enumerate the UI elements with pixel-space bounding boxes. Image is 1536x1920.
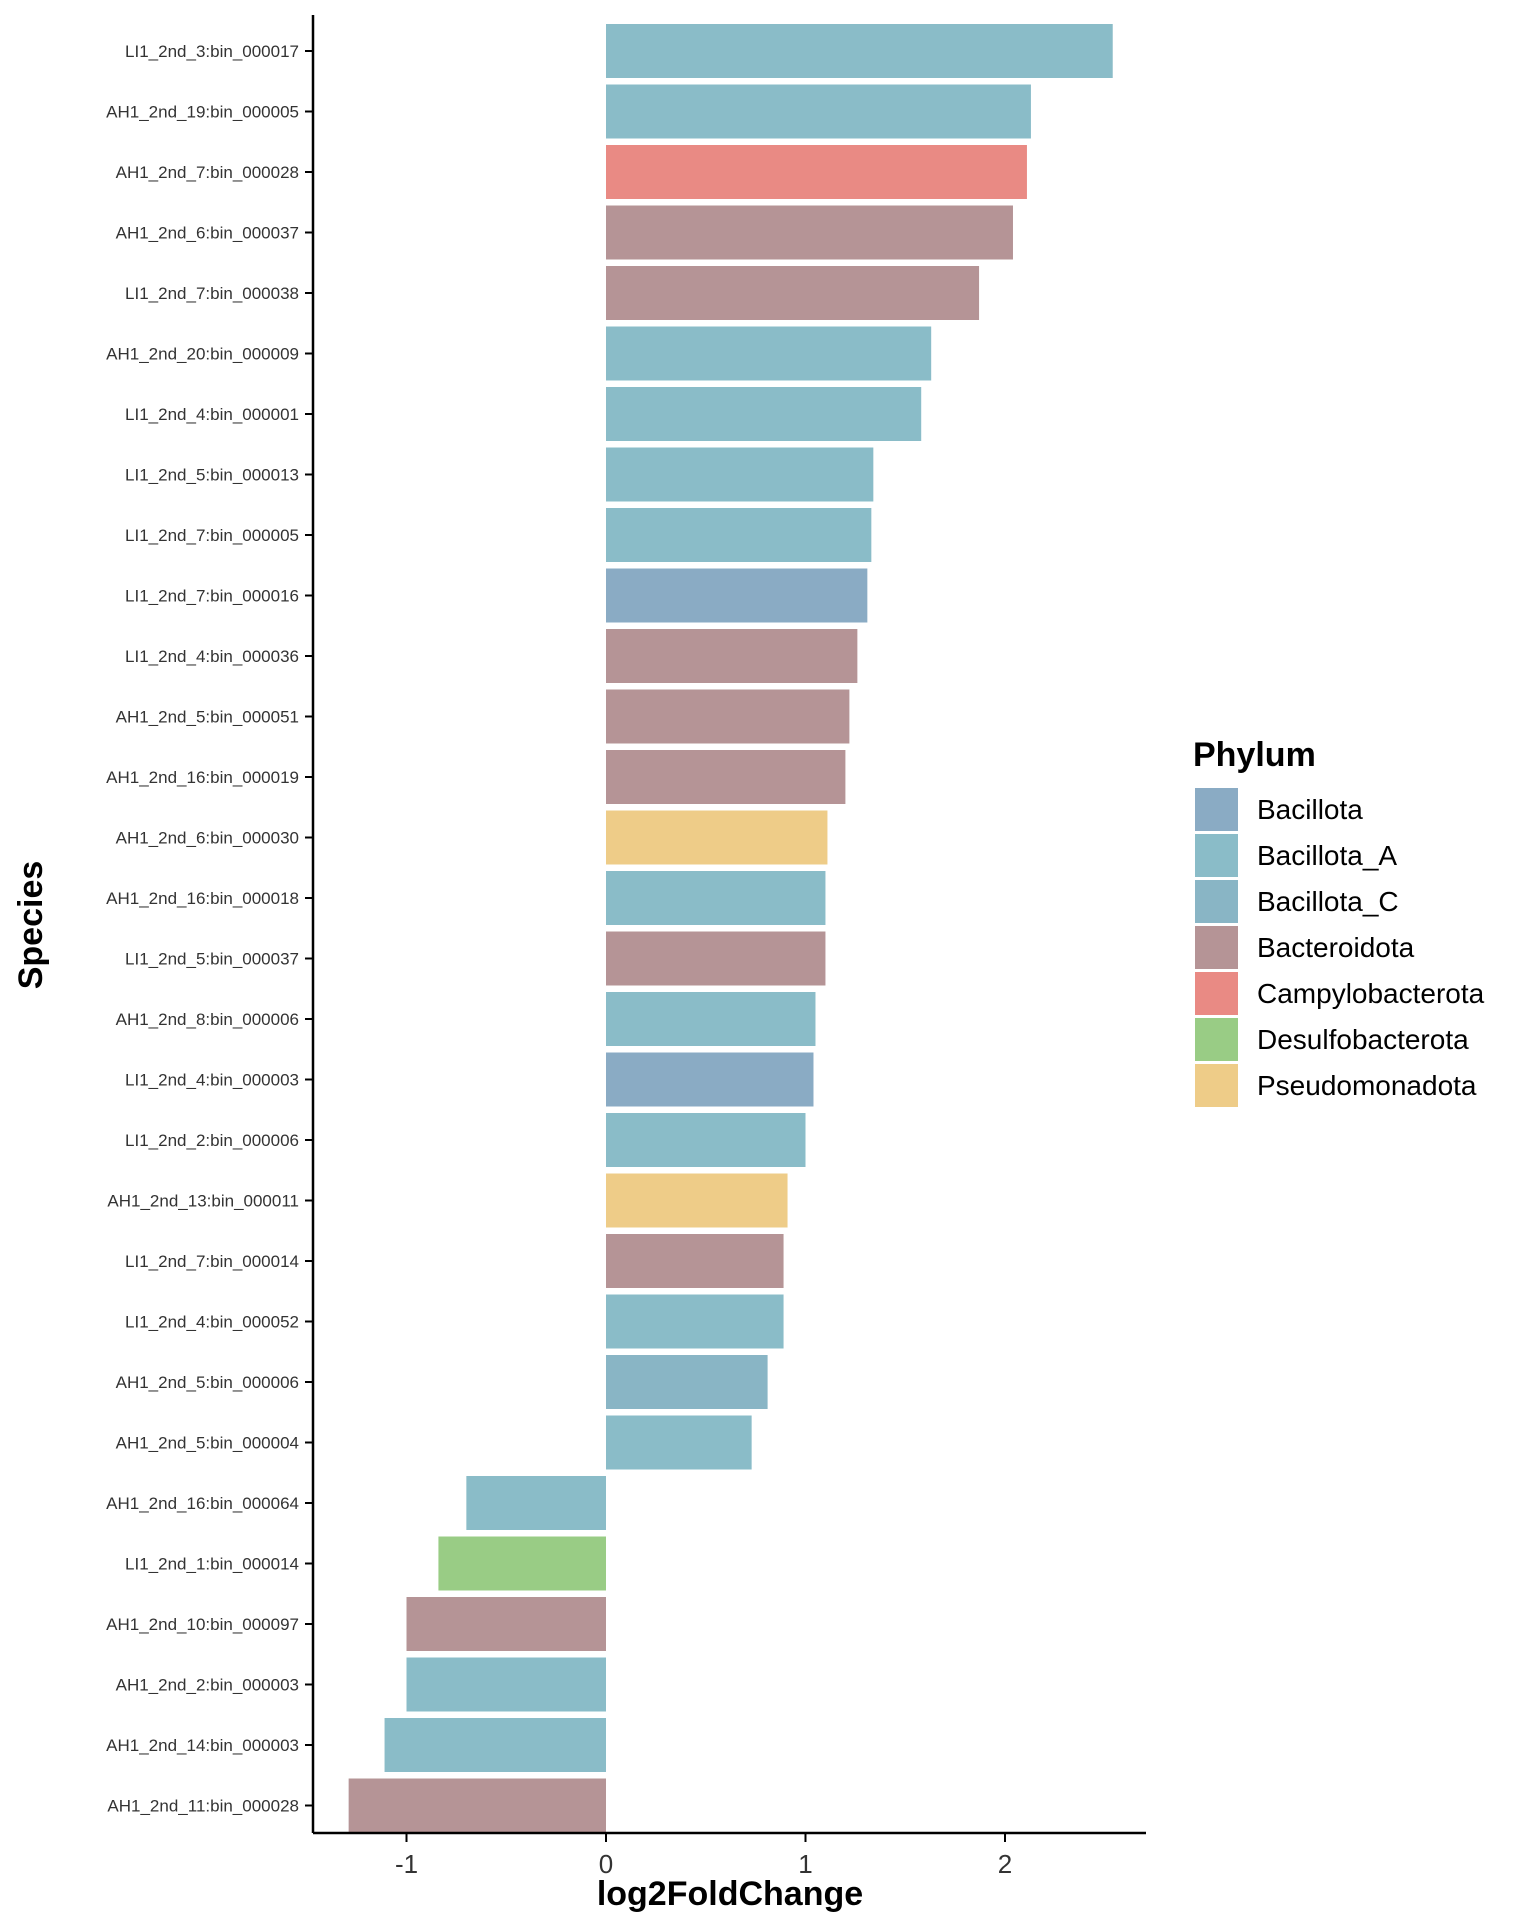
y-tick-label: LI1_2nd_4:bin_000001 [125, 405, 299, 424]
y-axis-title: Species [12, 861, 50, 990]
y-tick-label: AH1_2nd_20:bin_000009 [106, 345, 299, 364]
y-tick-label: AH1_2nd_5:bin_000006 [116, 1373, 299, 1392]
bar-30 [348, 1778, 606, 1833]
y-tick-label: LI1_2nd_5:bin_000037 [125, 950, 299, 969]
x-tick-label: -1 [395, 1849, 418, 1879]
bar-8 [606, 447, 874, 502]
bar-1 [606, 24, 1113, 78]
bar-14 [606, 810, 828, 865]
y-tick-label: AH1_2nd_11:bin_000028 [107, 1797, 299, 1816]
bar-13 [606, 750, 846, 804]
y-tick-label: LI1_2nd_7:bin_000005 [125, 526, 299, 545]
bar-7 [606, 387, 922, 441]
legend-label: Campylobacterota [1257, 978, 1485, 1009]
bar-3 [606, 145, 1027, 199]
y-tick-label: AH1_2nd_2:bin_000003 [116, 1676, 299, 1695]
y-tick-label: LI1_2nd_7:bin_000016 [125, 587, 299, 606]
bar-18 [606, 1052, 814, 1107]
bar-5 [606, 266, 980, 320]
bars-group [348, 24, 1113, 1833]
y-tick-label: LI1_2nd_7:bin_000014 [125, 1252, 299, 1271]
y-tick-label: AH1_2nd_13:bin_000011 [107, 1192, 299, 1211]
legend-label: Bacillota_C [1257, 886, 1399, 917]
legend-swatch [1195, 788, 1238, 831]
bar-24 [606, 1415, 752, 1470]
x-tick-label: 2 [998, 1849, 1012, 1879]
x-tick-labels: -1 0 1 2 [395, 1833, 1012, 1879]
y-tick-label: LI1_2nd_4:bin_000003 [125, 1071, 299, 1090]
legend-swatch [1195, 972, 1238, 1015]
y-tick-label: AH1_2nd_5:bin_000051 [116, 708, 299, 727]
y-tick-label: AH1_2nd_8:bin_000006 [116, 1010, 299, 1029]
bar-21 [606, 1234, 784, 1288]
bar-12 [606, 689, 850, 744]
bar-20 [606, 1173, 788, 1228]
y-tick-label: AH1_2nd_16:bin_000064 [106, 1494, 299, 1513]
y-tick-label: AH1_2nd_10:bin_000097 [106, 1615, 299, 1634]
bar-29 [384, 1718, 606, 1772]
y-tick-label: AH1_2nd_6:bin_000030 [116, 829, 299, 848]
bar-2 [606, 84, 1031, 139]
y-tick-label: LI1_2nd_4:bin_000052 [125, 1313, 299, 1332]
legend-swatch [1195, 834, 1238, 877]
legend: Phylum Bacillota Bacillota_A Bacillota_C Ba… [1193, 736, 1485, 1107]
bar-4 [606, 205, 1013, 260]
y-tick-label: LI1_2nd_5:bin_000013 [125, 466, 299, 485]
bar-19 [606, 1113, 806, 1167]
bar-11 [606, 629, 858, 683]
bar-22 [606, 1294, 784, 1349]
x-axis-title: log2FoldChange [597, 1875, 863, 1913]
y-tick-label: AH1_2nd_5:bin_000004 [116, 1434, 299, 1453]
y-tick-label: LI1_2nd_7:bin_000038 [125, 284, 299, 303]
bar-9 [606, 508, 872, 562]
legend-swatch [1195, 880, 1238, 923]
bar-6 [606, 326, 932, 381]
bar-23 [606, 1355, 768, 1409]
y-tick-label: LI1_2nd_1:bin_000014 [125, 1555, 299, 1574]
bar-16 [606, 931, 826, 986]
y-tick-label: AH1_2nd_14:bin_000003 [106, 1736, 299, 1755]
legend-title: Phylum [1193, 736, 1316, 774]
x-tick-label: 0 [599, 1849, 613, 1879]
y-tick-label: LI1_2nd_3:bin_000017 [125, 42, 299, 61]
y-tick-label: AH1_2nd_16:bin_000018 [106, 889, 299, 908]
bar-10 [606, 568, 868, 623]
legend-swatch [1195, 1064, 1238, 1107]
y-tick-label: LI1_2nd_2:bin_000006 [125, 1131, 299, 1150]
bar-17 [606, 992, 816, 1046]
legend-label: Pseudomonadota [1257, 1070, 1477, 1101]
y-tick-labels: LI1_2nd_3:bin_000017 AH1_2nd_19:bin_00000… [106, 42, 313, 1816]
legend-label: Desulfobacterota [1257, 1024, 1469, 1055]
y-tick-label: AH1_2nd_19:bin_000005 [106, 103, 299, 122]
y-tick-label: AH1_2nd_16:bin_000019 [106, 768, 299, 787]
bar-25 [466, 1476, 606, 1530]
y-tick-label: AH1_2nd_6:bin_000037 [116, 224, 299, 243]
bar-15 [606, 871, 826, 925]
legend-swatch [1195, 926, 1238, 969]
bar-26 [438, 1536, 606, 1591]
x-tick-label: 1 [798, 1849, 812, 1879]
legend-swatch [1195, 1018, 1238, 1061]
legend-label: Bacillota [1257, 794, 1363, 825]
legend-label: Bacillota_A [1257, 840, 1397, 871]
y-tick-label: LI1_2nd_4:bin_000036 [125, 647, 299, 666]
bar-28 [406, 1657, 606, 1712]
bar-27 [406, 1597, 606, 1651]
legend-label: Bacteroidota [1257, 932, 1415, 963]
y-tick-label: AH1_2nd_7:bin_000028 [116, 163, 299, 182]
